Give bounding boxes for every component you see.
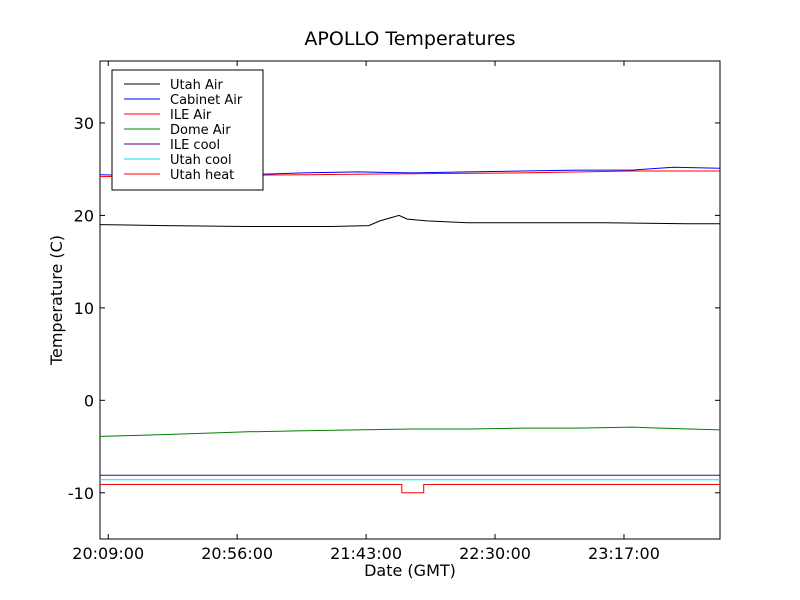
legend-box [111, 69, 264, 191]
legend-label: Utah heat [170, 168, 234, 183]
y-tick-label: -10 [68, 484, 94, 503]
legend-label: Utah cool [170, 153, 232, 168]
series-line-dome-air [100, 426, 720, 437]
y-tick-label: 20 [74, 206, 94, 225]
y-tick-label: 10 [74, 299, 94, 318]
legend-label: ILE Air [170, 108, 212, 123]
legend-label: Cabinet Air [170, 93, 243, 108]
x-tick-label: 20:09:00 [72, 544, 144, 563]
legend-label: Dome Air [170, 123, 231, 138]
x-tick-label: 21:43:00 [330, 544, 402, 563]
y-axis-label: Temperature (C) [47, 235, 66, 366]
y-tick-label: 30 [74, 114, 94, 133]
x-tick-label: 20:56:00 [201, 544, 273, 563]
series-line-utah-air [100, 214, 720, 227]
series-line-utah-heat [100, 484, 720, 494]
y-tick-label: 0 [84, 391, 94, 410]
x-tick-label: 23:17:00 [588, 544, 660, 563]
chart-title: APOLLO Temperatures [304, 28, 515, 50]
ticks-layer: 20:09:00 20:56:00 21:43:00 22:30:00 23:17:00… [68, 61, 720, 563]
legend-label: Utah Air [170, 78, 223, 93]
x-tick-label: 22:30:00 [459, 544, 531, 563]
x-axis-label: Date (GMT) [364, 561, 456, 580]
legend-label: ILE cool [170, 138, 220, 153]
